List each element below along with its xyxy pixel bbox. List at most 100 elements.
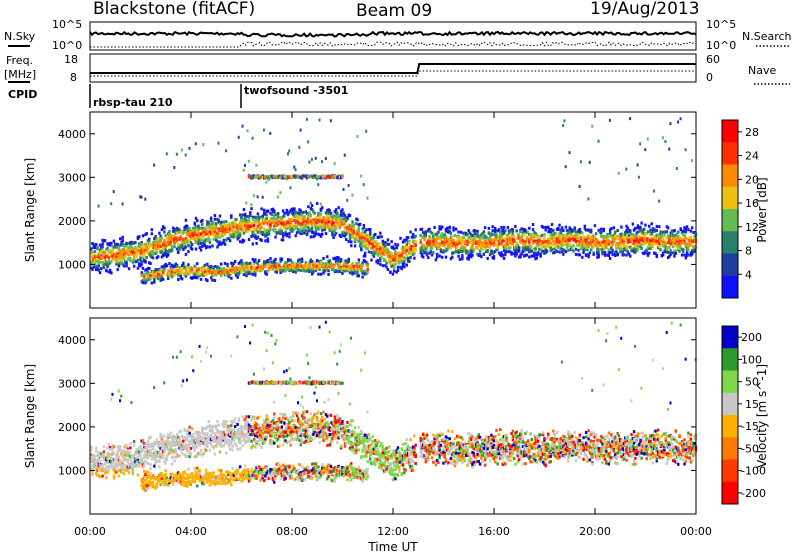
scatter-cell — [365, 228, 367, 231]
scatter-cell — [557, 246, 559, 249]
scatter-cell — [269, 257, 271, 260]
scatter-cell — [600, 228, 602, 231]
scatter-cell — [95, 447, 97, 450]
scatter-cell — [173, 166, 175, 169]
scatter-cell — [277, 215, 279, 218]
scatter-cell — [269, 132, 271, 135]
scatter-cell — [408, 260, 410, 263]
scatter-cell — [122, 467, 124, 470]
scatter-cell — [286, 209, 288, 212]
scatter-cell — [240, 225, 242, 228]
freq-tick-bottom: 8 — [70, 71, 77, 84]
scatter-cell — [265, 229, 267, 232]
scatter-cell — [154, 243, 156, 246]
scatter-cell — [212, 238, 214, 241]
scatter-cell — [319, 215, 321, 218]
scatter-cell — [137, 267, 139, 270]
scatter-cell — [680, 237, 682, 240]
scatter-cell — [512, 242, 514, 245]
scatter-cell — [201, 219, 203, 222]
scatter-cell — [262, 233, 264, 236]
scatter-cell — [105, 476, 107, 479]
scatter-cell — [300, 209, 302, 212]
scatter-cell — [493, 244, 495, 247]
scatter-cell — [207, 235, 209, 238]
scatter-cell — [229, 239, 231, 242]
scatter-cell — [327, 217, 329, 220]
scatter-cell — [124, 255, 126, 258]
scatter-cell — [350, 240, 352, 243]
scatter-cell — [327, 269, 329, 272]
scatter-cell — [355, 222, 357, 225]
scatter-cell — [106, 452, 108, 455]
scatter-cell — [228, 230, 230, 233]
scatter-cell — [164, 462, 166, 465]
scatter-cell — [464, 241, 466, 244]
scatter-cell — [507, 226, 509, 229]
scatter-cell — [274, 213, 276, 216]
scatter-cell — [199, 273, 201, 276]
scatter-cell — [186, 238, 188, 241]
scatter-cell — [93, 266, 95, 269]
scatter-cell — [170, 240, 172, 243]
scatter-cell — [551, 244, 553, 247]
scatter-cell — [137, 259, 139, 262]
scatter-cell — [162, 278, 164, 281]
scatter-cell — [374, 233, 376, 236]
scatter-cell — [514, 225, 516, 228]
scatter-cell — [223, 239, 225, 242]
scatter-cell — [187, 250, 189, 253]
scatter-cell — [142, 243, 144, 246]
scatter-cell — [123, 264, 125, 267]
scatter-cell — [369, 231, 371, 234]
scatter-cell — [144, 260, 146, 263]
scatter-cell — [433, 226, 435, 229]
scatter-cell — [176, 232, 178, 235]
scatter-cell — [430, 250, 432, 253]
scatter-cell — [259, 222, 261, 225]
scatter-cell — [337, 206, 339, 209]
scatter-cell — [194, 223, 196, 226]
scatter-cell — [356, 135, 358, 138]
scatter-cell — [326, 255, 328, 258]
scatter-cell — [100, 256, 102, 259]
scatter-cell — [678, 250, 680, 253]
scatter-cell — [293, 166, 295, 169]
scatter-cell — [168, 230, 170, 233]
scatter-cell — [200, 239, 202, 242]
scatter-cell — [216, 236, 218, 239]
scatter-cell — [677, 231, 679, 234]
scatter-cell — [690, 230, 692, 233]
nsearch-label: N.Search — [742, 30, 792, 43]
scatter-cell — [428, 228, 430, 231]
scatter-cell — [206, 245, 208, 248]
scatter-cell — [191, 248, 193, 251]
scatter-cell — [242, 125, 244, 128]
scatter-cell — [532, 223, 534, 226]
scatter-cell — [301, 260, 303, 263]
scatter-cell — [432, 251, 434, 254]
scatter-cell — [543, 234, 545, 237]
scatter-cell — [634, 227, 636, 230]
scatter-cell — [664, 242, 666, 245]
scatter-cell — [253, 263, 255, 266]
scatter-cell — [171, 245, 173, 248]
scatter-cell — [149, 467, 151, 470]
scatter-cell — [264, 239, 266, 242]
scatter-cell — [95, 450, 97, 453]
scatter-cell — [427, 256, 429, 259]
scatter-cell — [163, 450, 165, 453]
nave-tick-top: 60 — [706, 53, 720, 66]
scatter-cell — [618, 172, 620, 175]
scatter-cell — [96, 454, 98, 457]
scatter-cell — [152, 256, 154, 259]
scatter-cell — [603, 228, 605, 231]
scatter-cell — [320, 213, 322, 216]
scatter-cell — [152, 481, 154, 484]
scatter-cell — [133, 444, 135, 447]
scatter-cell — [311, 204, 313, 207]
scatter-cell — [166, 264, 168, 267]
scatter-cell — [143, 470, 145, 473]
scatter-cell — [142, 460, 144, 463]
scatter-cell — [214, 218, 216, 221]
